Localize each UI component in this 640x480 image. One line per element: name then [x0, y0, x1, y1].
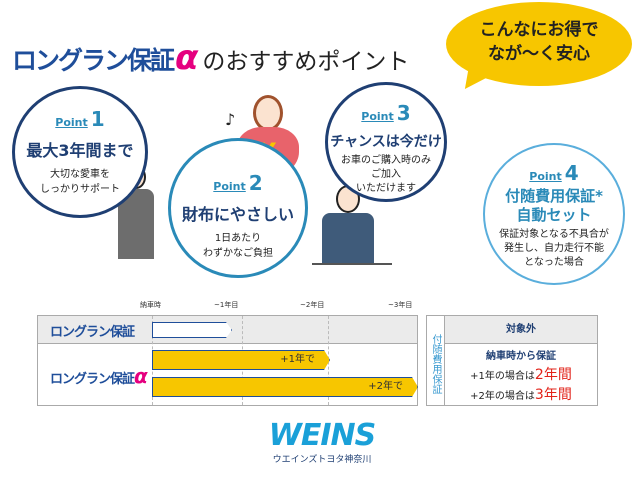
point-2-label: Point 2 — [213, 171, 263, 195]
coverage-desc: 納車時から保証 +1年の場合は2年間 +2年の場合は3年間 — [470, 351, 572, 403]
point-4-label: Point 4 — [529, 161, 579, 185]
incidental-cost-table: 付随費用保証 対象外 納車時から保証 +1年の場合は2年間 +2年の場合は3年間 — [426, 315, 598, 406]
point-4-circle: Point 4 付随費用保証* 自動セット 保証対象となる不具合が 発生し、自力走行不… — [483, 143, 625, 285]
tick-delivery: 納車時 — [140, 301, 161, 309]
point-1-circle: Point 1 最大3年間まで 大切な愛車を しっかりサポート — [12, 86, 148, 218]
point-1-heading: 最大3年間まで — [26, 141, 134, 160]
title-main: ロングラン保証 — [12, 46, 175, 75]
point-3-label: Point 3 — [361, 101, 411, 125]
point-3-desc: お車のご購入時のみ ご加入 いただけます — [341, 155, 431, 194]
point-3-circle: Point 3 チャンスは今だけ お車のご購入時のみ ご加入 いただけます — [325, 82, 447, 202]
bar-plus1: +1年で — [152, 350, 330, 370]
speech-bubble: こんなにお得で なが〜く安心 — [446, 2, 632, 86]
bar-base — [152, 322, 232, 338]
bar-plus2: +2年で — [152, 377, 418, 397]
tick-year2: ~2年目 — [300, 301, 325, 309]
not-covered-header: 対象外 — [445, 316, 597, 344]
comparison-table: ロングラン保証 ロングラン保証α +1年で +2年で — [37, 315, 418, 406]
vertical-label: 付随費用保証 — [427, 316, 445, 405]
point-4-heading: 付随費用保証* 自動セット — [505, 187, 603, 224]
row-longrun-label: ロングラン保証 — [50, 325, 135, 340]
point-1-label: Point 1 — [55, 107, 105, 131]
point-1-desc: 大切な愛車を しっかりサポート — [40, 169, 120, 195]
point-3-heading: チャンスは今だけ — [330, 134, 442, 150]
row-longrun-alpha-label: ロングラン保証α — [50, 364, 148, 388]
page-title: ロングラン保証α のおすすめポイント — [12, 38, 409, 78]
bubble-line1: こんなにお得で — [479, 20, 599, 40]
tick-year1: ~1年目 — [214, 301, 239, 309]
title-alpha: α — [175, 38, 198, 78]
point-2-circle: Point 2 財布にやさしい 1日あたり わずかなご負担 — [168, 138, 308, 278]
point-2-heading: 財布にやさしい — [181, 205, 294, 224]
title-rest: のおすすめポイント — [202, 49, 410, 75]
tick-year3: ~3年目 — [388, 301, 413, 309]
weins-logo: WEINS ウエインズトヨタ神奈川 — [268, 418, 376, 466]
businessman-illustration — [312, 185, 392, 270]
bubble-line2: なが〜く安心 — [488, 44, 590, 64]
point-4-desc: 保証対象となる不具合が 発生し、自力走行不能 となった場合 — [499, 229, 609, 268]
point-2-desc: 1日あたり わずかなご負担 — [203, 233, 273, 259]
music-note-icon: ♪ — [225, 110, 236, 129]
